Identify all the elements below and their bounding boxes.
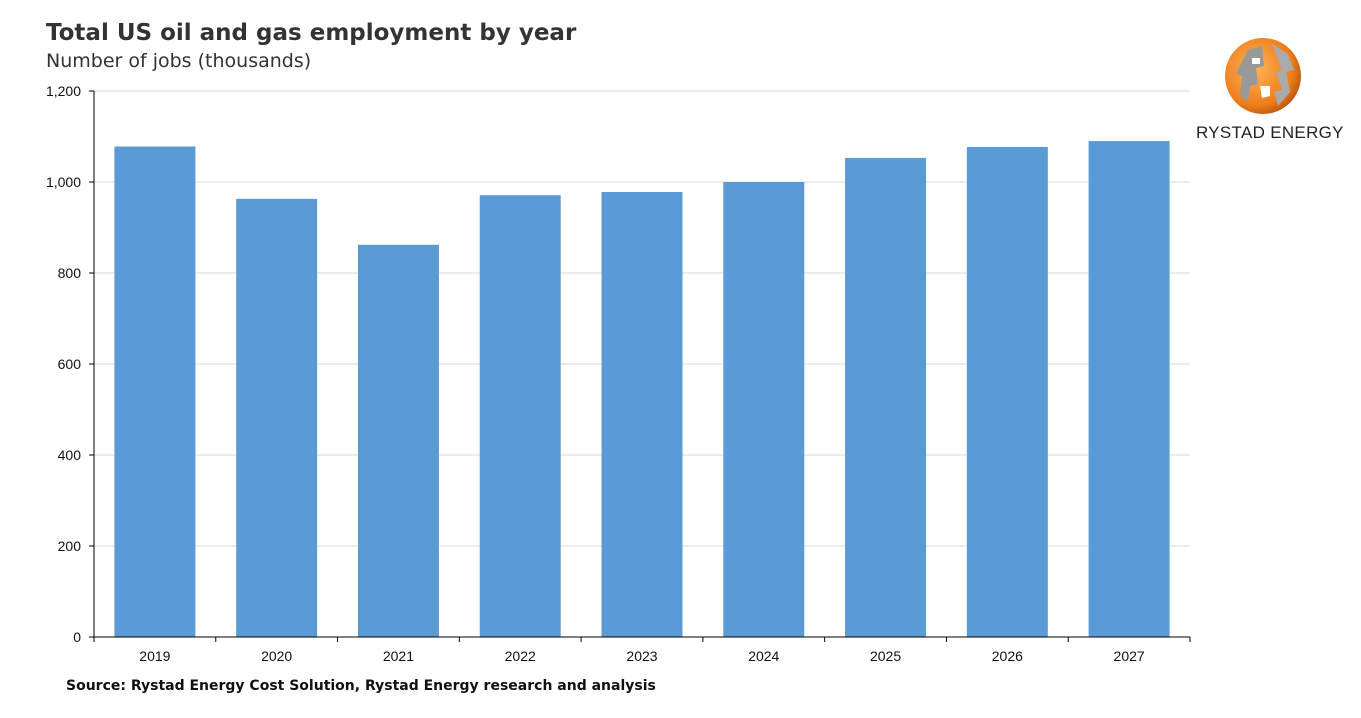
y-tick-label: 200 [58,538,82,554]
x-tick-label: 2020 [261,648,292,664]
bar-2021 [357,244,439,638]
bar-2024 [723,182,805,637]
source-note: Source: Rystad Energy Cost Solution, Rys… [66,678,656,694]
x-tick-label: 2024 [748,648,779,664]
bar-2026 [966,146,1048,637]
rystad-logo-icon [1225,38,1301,114]
bar-2023 [601,192,683,637]
bar-2022 [479,195,561,637]
x-tick-label: 2021 [383,648,414,664]
y-tick-label: 0 [73,629,81,645]
chart-title: Total US oil and gas employment by year [46,20,577,46]
chart-subtitle: Number of jobs (thousands) [46,50,312,72]
x-tick-label: 2022 [505,648,536,664]
y-tick-label: 1,000 [46,174,81,190]
y-tick-label: 1,200 [46,83,81,99]
bar-2019 [114,146,196,637]
bar-2027 [1088,141,1170,638]
y-tick-label: 800 [58,265,82,281]
bar-2025 [845,157,927,637]
x-tick-label: 2026 [992,648,1023,664]
logo-text: RYSTAD ENERGY [1196,123,1344,142]
x-tick-label: 2025 [870,648,901,664]
x-tick-label: 2023 [626,648,657,664]
bar-2020 [236,198,318,637]
x-tick-label: 2027 [1114,648,1145,664]
y-tick-label: 600 [58,356,82,372]
y-tick-label: 400 [58,447,82,463]
x-tick-label: 2019 [139,648,170,664]
